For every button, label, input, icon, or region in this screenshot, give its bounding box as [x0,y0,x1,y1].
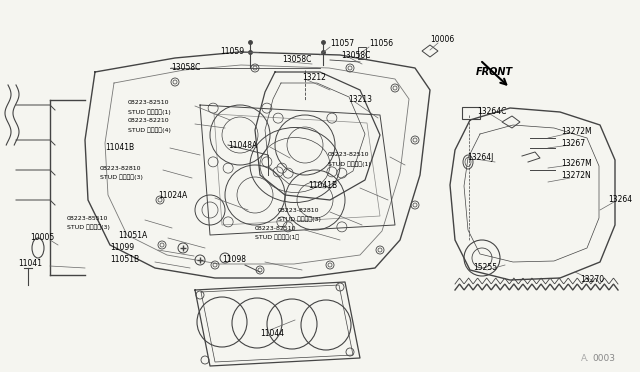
Text: STUD スタッド(3): STUD スタッド(3) [278,216,321,222]
Text: 13212: 13212 [302,73,326,81]
Text: 08223-85510: 08223-85510 [67,215,108,221]
Text: 11024A: 11024A [158,192,188,201]
Text: 13058C: 13058C [171,64,200,73]
Text: 10005: 10005 [30,234,54,243]
Text: STUD スタッド(1）: STUD スタッド(1） [255,234,299,240]
Text: FRONT: FRONT [476,67,513,77]
Text: 13264: 13264 [608,196,632,205]
Text: 11056: 11056 [369,38,393,48]
Text: 08223-82510: 08223-82510 [128,100,170,106]
Text: 11051A: 11051A [118,231,147,241]
Text: STUD スタッド(1): STUD スタッド(1) [128,109,171,115]
Text: 11041B: 11041B [105,144,134,153]
Text: 11057: 11057 [330,38,354,48]
Text: STUD スタッド(3): STUD スタッド(3) [100,174,143,180]
Text: 11044: 11044 [260,328,284,337]
Text: 13213: 13213 [348,96,372,105]
Text: 13267: 13267 [561,138,585,148]
Text: 08223-82810: 08223-82810 [100,166,141,170]
Text: 11098: 11098 [222,256,246,264]
Text: 13272M: 13272M [561,126,591,135]
Text: 08223-82510: 08223-82510 [328,153,369,157]
Text: 08223-82810: 08223-82810 [278,208,319,212]
Text: 11059: 11059 [220,48,244,57]
Text: 11041: 11041 [18,260,42,269]
Text: 15255: 15255 [473,263,497,273]
Text: 13272N: 13272N [561,171,591,180]
Text: 13264C: 13264C [477,108,506,116]
Text: 13267M: 13267M [561,158,592,167]
Text: STUD スタッド(1): STUD スタッド(1) [328,161,371,167]
Text: 11051B: 11051B [110,256,139,264]
Text: 13270: 13270 [580,275,604,283]
Text: 13058C: 13058C [341,51,371,60]
Text: 11048A: 11048A [228,141,257,150]
Text: STUD スタッド(3): STUD スタッド(3) [67,224,110,230]
Text: STUD スタッド(4): STUD スタッド(4) [128,127,171,133]
Text: 11099: 11099 [110,244,134,253]
Text: 13058C: 13058C [282,55,312,64]
Text: 0003: 0003 [592,354,615,363]
Text: 13264J: 13264J [467,153,493,161]
Text: A.: A. [581,354,590,363]
Text: 10006: 10006 [430,35,454,45]
Text: 08223-82510: 08223-82510 [255,225,296,231]
Text: 08223-82210: 08223-82210 [128,119,170,124]
Text: 11041B: 11041B [308,182,337,190]
